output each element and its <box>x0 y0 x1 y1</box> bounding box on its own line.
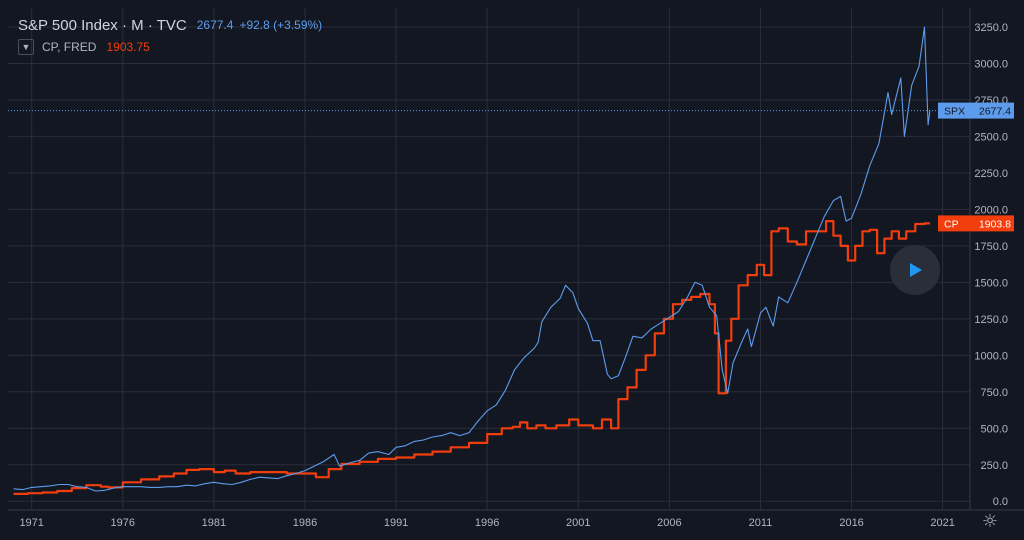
series-layer <box>8 26 970 495</box>
price-label-spx: SPX 2677.4 <box>938 102 1014 119</box>
y-tick-label: 500.0 <box>980 423 1008 435</box>
time-axis[interactable]: 1971 1976 1981 1986 1991 1996 2001 2006 2011 2016… <box>19 517 954 529</box>
main-symbol: S&P 500 Index <box>18 16 118 34</box>
x-tick-label: 2021 <box>930 517 954 529</box>
price-label-bg <box>938 215 1014 232</box>
y-tick-label: 1250.0 <box>974 314 1008 326</box>
chevron-down-icon[interactable]: ▼ <box>18 39 34 55</box>
price-label-value: 1903.8 <box>979 218 1011 230</box>
x-tick-label: 1981 <box>202 517 226 529</box>
x-tick-label: 1991 <box>384 517 408 529</box>
price-label-name: CP <box>944 218 959 230</box>
price-axis[interactable]: 3250.03000.02750.02500.02250.02000.01750… <box>974 22 1008 508</box>
main-change: +92.8 (+3.59%) <box>239 18 323 32</box>
y-tick-label: 750.0 <box>980 387 1008 399</box>
y-tick-label: 3000.0 <box>974 58 1008 70</box>
play-icon <box>910 263 922 277</box>
series-line-spx <box>13 26 931 492</box>
price-labels: SPX 2677.4 CP 1903.8 <box>938 102 1014 232</box>
y-tick-label: 0.0 <box>993 496 1008 508</box>
main-symbol-title: S&P 500 Index · M · TVC <box>18 17 187 34</box>
grid-lines <box>8 8 970 510</box>
price-label-name: SPX <box>944 106 965 118</box>
series-line-cp <box>13 220 930 495</box>
x-tick-label: 2001 <box>566 517 590 529</box>
price-label-cp: CP 1903.8 <box>938 215 1014 232</box>
legend: S&P 500 Index · M · TVC 2677.4 +92.8 (+3… <box>18 14 322 58</box>
separator-dot: · <box>147 16 157 34</box>
y-tick-label: 2000.0 <box>974 204 1008 216</box>
y-tick-label: 250.0 <box>980 460 1008 472</box>
secondary-value: 1903.75 <box>106 40 150 54</box>
y-tick-label: 1750.0 <box>974 241 1008 253</box>
y-tick-label: 1500.0 <box>974 277 1008 289</box>
x-tick-label: 2006 <box>657 517 681 529</box>
price-label-value: 2677.4 <box>979 106 1011 118</box>
x-tick-label: 1971 <box>19 517 43 529</box>
x-tick-label: 2011 <box>749 517 773 529</box>
y-tick-label: 2500.0 <box>974 131 1008 143</box>
main-interval: M <box>131 16 144 34</box>
x-tick-label: 1976 <box>111 517 135 529</box>
y-tick-label: 3250.0 <box>974 22 1008 34</box>
y-tick-label: 2250.0 <box>974 168 1008 180</box>
play-button[interactable] <box>890 245 940 295</box>
price-label-bg <box>938 102 1014 119</box>
main-exchange: TVC <box>156 16 187 34</box>
x-tick-label: 2016 <box>839 517 863 529</box>
main-value: 2677.4 <box>196 18 234 32</box>
legend-secondary-row[interactable]: ▼ CP, FRED 1903.75 <box>18 36 322 58</box>
x-tick-label: 1986 <box>293 517 317 529</box>
legend-main-row[interactable]: S&P 500 Index · M · TVC 2677.4 +92.8 (+3… <box>18 14 322 36</box>
separator-dot: · <box>121 16 132 34</box>
y-tick-label: 1000.0 <box>974 350 1008 362</box>
gear-icon[interactable]: ☼ <box>981 511 999 532</box>
x-tick-label: 1996 <box>475 517 499 529</box>
secondary-symbol: CP, FRED <box>42 40 97 54</box>
